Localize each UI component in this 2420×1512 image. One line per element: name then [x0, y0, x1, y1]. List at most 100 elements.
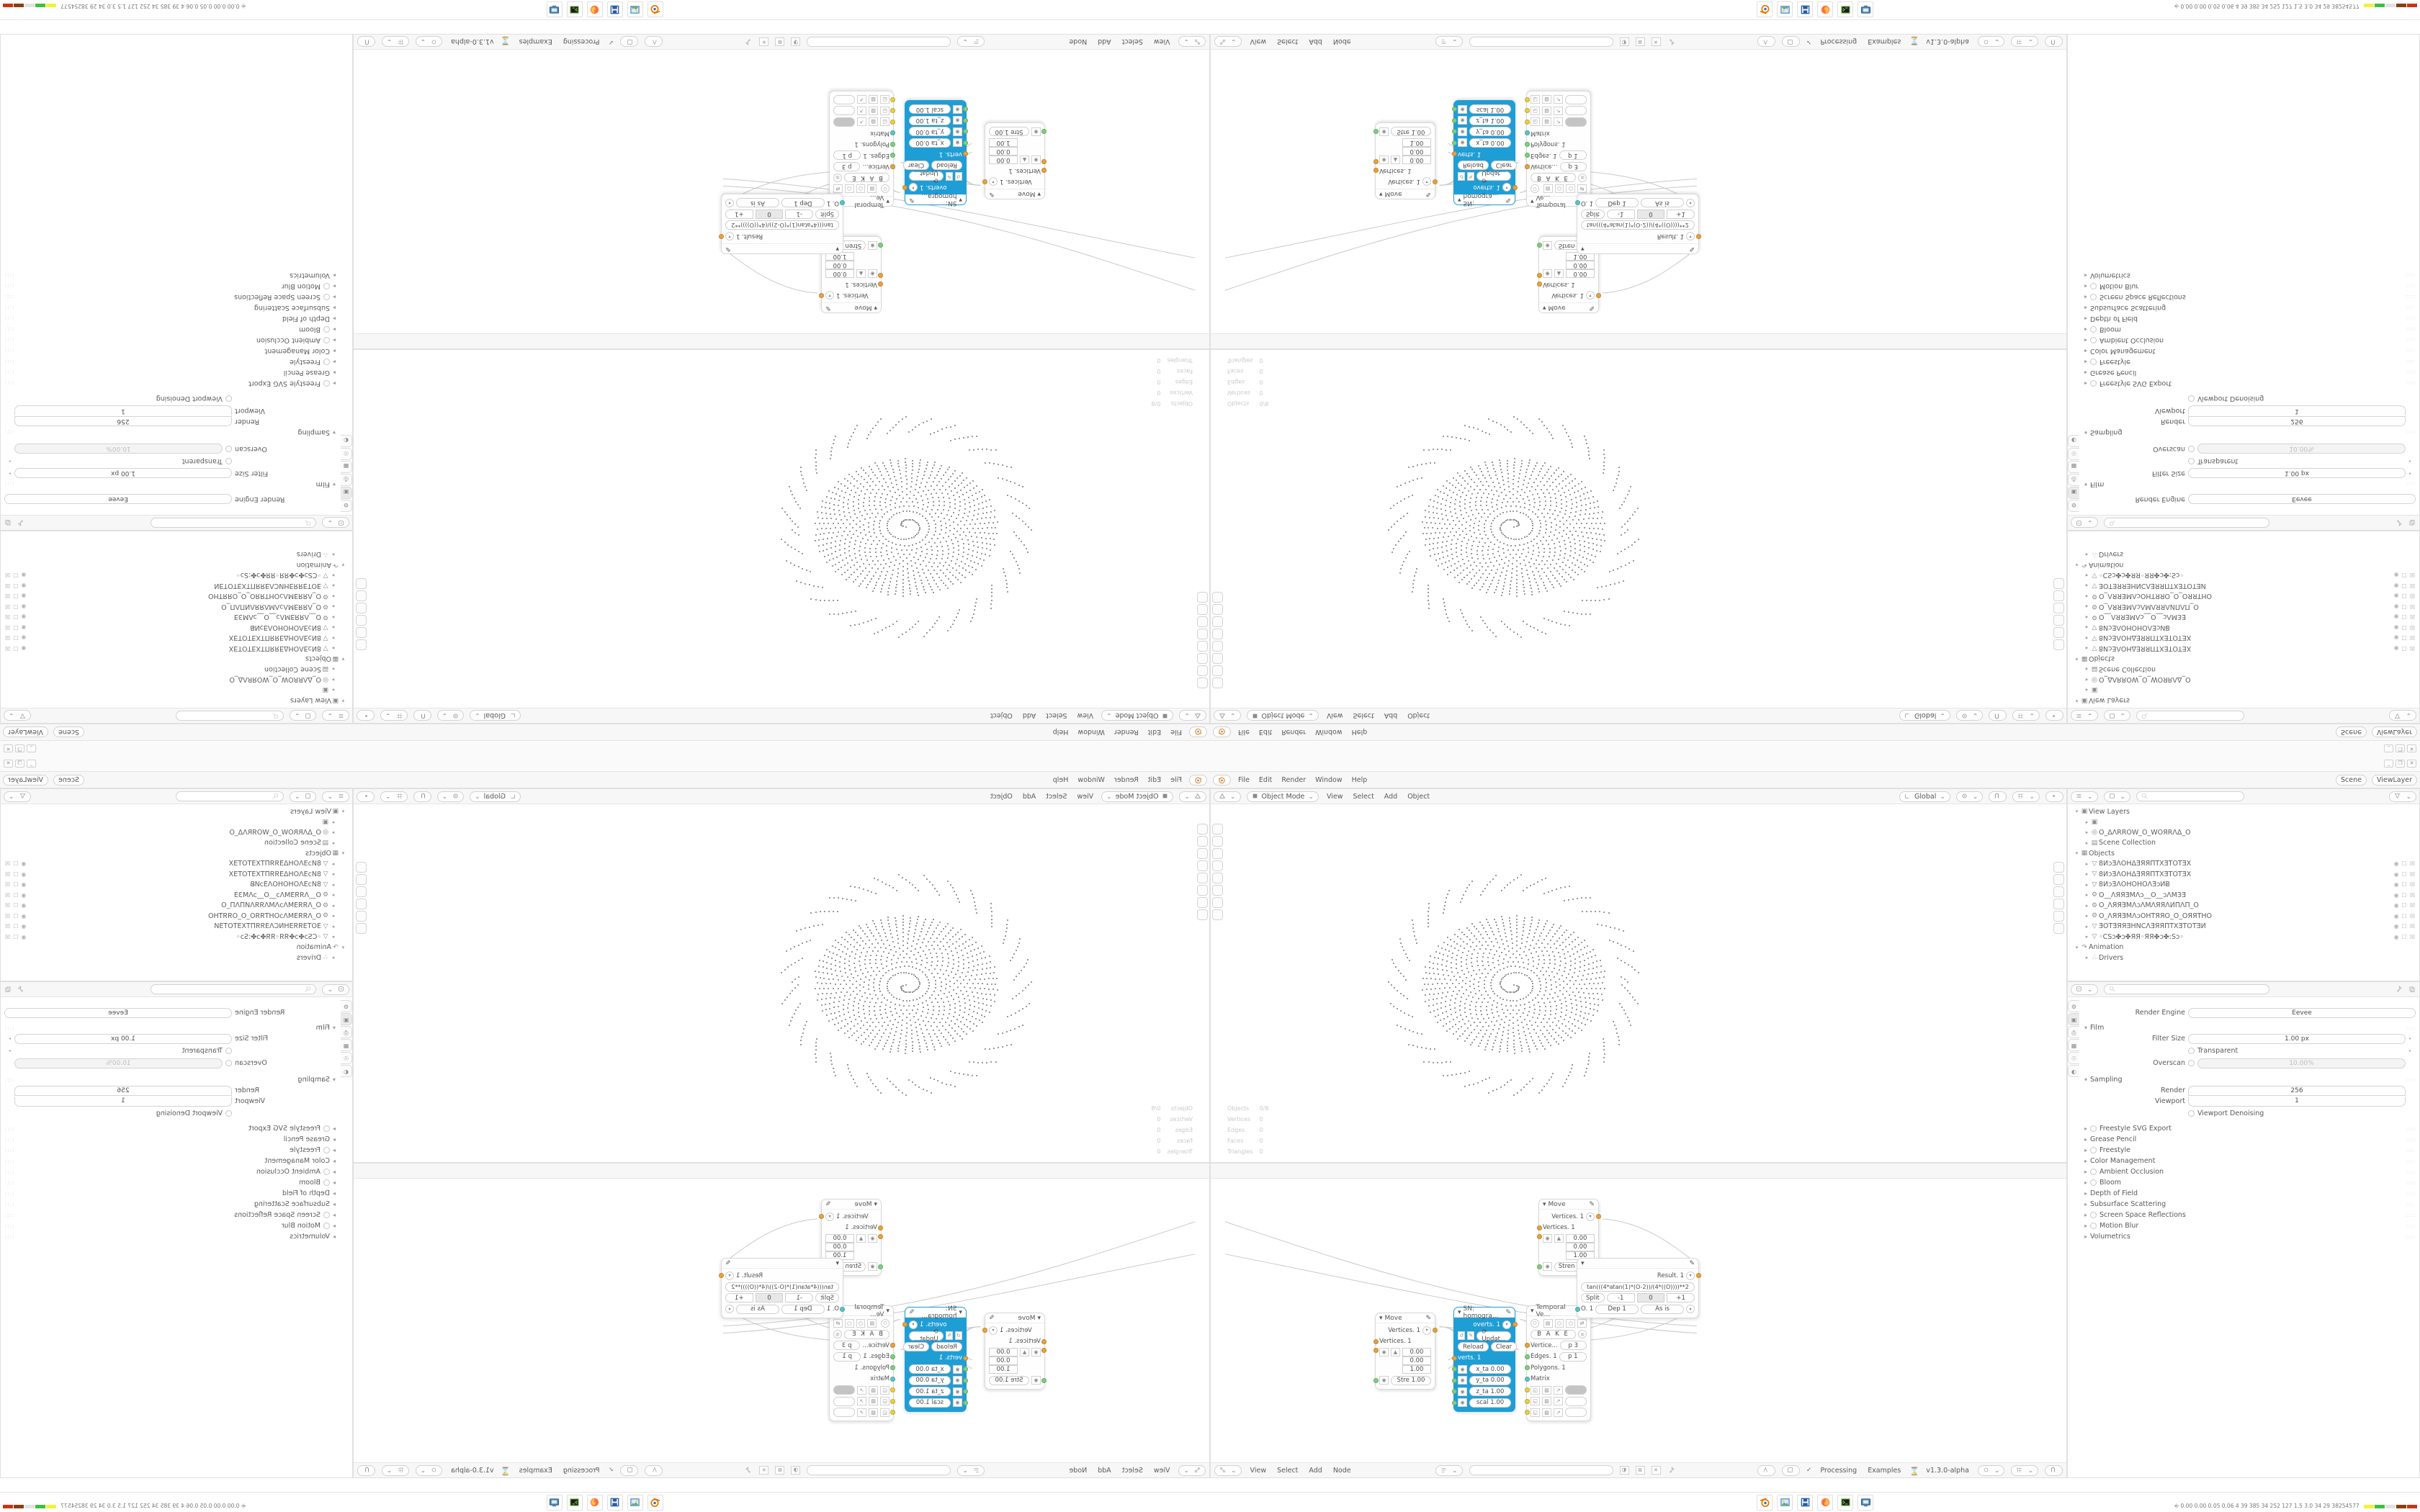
cursor-tool-icon[interactable] [1212, 678, 1223, 688]
ortho-persp-icon[interactable] [356, 899, 367, 909]
animate-icon[interactable]: ◉ [1458, 1387, 1467, 1396]
chevron-down-icon[interactable]: ▾ [2075, 655, 2079, 662]
panel-enable-checkbox[interactable] [323, 283, 330, 289]
node-header[interactable]: ▾ Move ✎ [1539, 302, 1598, 312]
disable-in-viewport-icon[interactable]: ☐ [13, 870, 19, 878]
properties-body[interactable]: Render Engine Eevee ▾ Film :::: Filter S… [2081, 997, 2419, 1477]
menu-help[interactable]: Help [1052, 728, 1069, 737]
visibility-eye-icon[interactable]: ◉ [2393, 593, 2399, 600]
disable-in-viewport-icon[interactable]: ☐ [2401, 634, 2407, 642]
taskbar-blender-icon[interactable] [1757, 1, 1773, 18]
viewlayer-selector[interactable]: ViewLayer [2371, 774, 2417, 786]
disable-in-viewport-icon[interactable]: ☐ [13, 881, 19, 888]
outliner-rows[interactable]: ▾ ▣ View Layers ▸ ▣ ▸ ◎ O_ΔΛRROW_O_WOЯRΛ… [1, 804, 352, 981]
properties-panel-header[interactable]: ▸ Bloom :::: [2084, 1177, 2416, 1188]
outliner-rows[interactable]: ▾ ▣ View Layers ▸ ▣ ▸ ◎ O_ΔΛRROW_O_WOЯRΛ… [2068, 804, 2419, 981]
disable-in-viewport-icon[interactable]: ☐ [2401, 881, 2407, 888]
transparent-row[interactable]: Transparent • [2084, 1045, 2416, 1056]
chevron-right-icon[interactable]: ▸ [2085, 934, 2089, 940]
node-toggle-row[interactable]: ○ ▤ ○ ○ ⇄ [833, 184, 889, 194]
window-minimize-button[interactable]: _ [27, 760, 36, 768]
properties-panel-header[interactable]: ▸ Color Management :::: [2084, 346, 2416, 356]
properties-panel-header[interactable]: ▸ Subsurface Scattering :::: [4, 302, 336, 313]
transparent-checkbox[interactable] [2188, 1048, 2195, 1054]
unlink-icon[interactable]: ✕ [1651, 37, 1661, 46]
color-swatch[interactable] [1565, 117, 1587, 127]
outliner-row[interactable]: ▸ ⚙ O_ΛЯЯƎMΛɔOHTЯЯO_O_OЯЯTHO ◉ ☐ ☒ [2069, 591, 2418, 602]
input-socket[interactable] [1373, 129, 1379, 135]
properties-editor-type-selector[interactable] [322, 517, 349, 528]
node-field[interactable]: x_ta 0.00 [1469, 138, 1511, 148]
node-row[interactable]: ◉ y_ta 0.00 [909, 1375, 969, 1385]
node-move-a[interactable]: ▾ Move ✎ Vertices. 1 ▾ Vertices. 1 [1373, 122, 1438, 199]
split-zero[interactable]: 0 [755, 1293, 784, 1302]
outliner-row[interactable]: ▾ ▣ View Layers [2, 806, 351, 817]
input-socket[interactable] [878, 1225, 884, 1230]
properties-panel-header[interactable]: ▸ Screen Space Reflections :::: [4, 292, 336, 302]
properties-panel-list[interactable]: ▸ Freestyle SVG Export :::: ▸ Grease Pen… [4, 1123, 336, 1242]
input-socket[interactable] [1041, 1348, 1047, 1353]
node-header[interactable]: ▾ ✎ [1577, 1259, 1698, 1269]
disable-in-render-icon[interactable]: ☒ [2409, 870, 2415, 878]
visibility-eye-icon[interactable]: ◉ [2393, 603, 2399, 610]
sampling-viewport-row[interactable]: Viewport 1 [4, 405, 336, 416]
input-socket[interactable] [963, 1389, 969, 1394]
node-body[interactable]: Vertices. 1 ▾ Vertices. 1 ◉ ▲ 0.00 0.00 [1373, 1323, 1438, 1389]
expression-field[interactable]: tan(((4*atan(1)*(O-2))/(4*((O))))**2 [1581, 1282, 1695, 1292]
sampling-section-header[interactable]: ▾ Sampling :::: [2084, 1074, 2416, 1085]
shading-solid-icon[interactable] [356, 578, 367, 589]
disable-in-render-icon[interactable]: ☒ [5, 644, 11, 652]
node-tree-name-input[interactable] [1469, 1465, 1613, 1475]
input-socket[interactable] [1373, 1377, 1379, 1383]
update-button[interactable]: ⟳ Updat... [909, 1328, 944, 1343]
shield-icon[interactable]: 🛡 [791, 37, 801, 46]
measure-tool-icon[interactable] [1197, 909, 1208, 920]
taskbar[interactable] [0, 0, 1210, 20]
disable-in-render-icon[interactable]: ☒ [2409, 613, 2415, 621]
node-row[interactable]: ◉ scal 1.00 [1451, 1398, 1511, 1408]
animate-dot[interactable]: • [8, 1048, 12, 1054]
proportional-editing-toggle[interactable] [2045, 791, 2063, 802]
magnet-toggle[interactable] [2045, 1464, 2063, 1476]
output-socket[interactable] [819, 293, 825, 298]
chevron-right-icon[interactable]: ▸ [331, 613, 335, 620]
node-menu-node[interactable]: Node [1069, 37, 1088, 46]
viewport-menu-add[interactable]: Add [1022, 711, 1036, 720]
shield-icon[interactable]: 🛡 [1619, 1466, 1629, 1475]
chevron-down-icon[interactable]: ▾ [1686, 199, 1695, 207]
chevron-right-icon[interactable]: ▸ [331, 829, 335, 836]
panel-enable-checkbox[interactable] [2090, 337, 2097, 343]
disable-in-render-icon[interactable]: ☒ [5, 572, 11, 579]
taskbar-blender-icon[interactable] [647, 1, 663, 18]
disable-in-render-icon[interactable]: ☒ [5, 860, 11, 868]
window-minimize-button[interactable]: _ [2384, 744, 2393, 752]
bake-options-icon[interactable]: ◎ [833, 174, 842, 182]
disable-in-render-icon[interactable]: ☒ [2409, 912, 2415, 919]
node-body[interactable]: overts. 1 ▾ ↺ ✎ ⟳ Updat... Reload Cl [1451, 1318, 1518, 1411]
taskbar-terminal-icon[interactable] [1837, 1, 1853, 18]
panel-enable-checkbox[interactable] [323, 1179, 330, 1186]
input-socket[interactable] [1524, 153, 1530, 158]
outliner-row[interactable]: ▸ ∴ Drivers [2069, 549, 2418, 560]
input-socket[interactable] [890, 130, 896, 136]
split-plus-one[interactable]: +1 [725, 210, 753, 219]
node-header-icon[interactable]: ✎ [1589, 304, 1595, 312]
output-socket[interactable] [1432, 1328, 1438, 1333]
show-bmesh-icon[interactable]: ▤ [1543, 1318, 1553, 1328]
node-dep-row[interactable]: O. 1 Dep 1 As is ▾ [1574, 198, 1695, 208]
visibility-eye-icon[interactable]: ◉ [2393, 923, 2399, 930]
node-field[interactable]: x_ta 0.00 [909, 1364, 951, 1374]
node-row[interactable]: ◉ x_ta 0.00 [1451, 1364, 1511, 1374]
outliner-editor-type-selector[interactable] [2071, 710, 2098, 721]
panel-enable-checkbox[interactable] [2090, 1179, 2097, 1186]
input-socket[interactable] [963, 129, 969, 135]
chevron-down-icon[interactable]: ▾ [725, 199, 734, 207]
node-header-icon[interactable]: ✎ [1505, 1308, 1511, 1316]
properties-panel-list[interactable]: ▸ Freestyle SVG Export :::: ▸ Grease Pen… [2084, 1123, 2416, 1242]
chevron-down-icon[interactable]: ▾ [341, 944, 345, 950]
output-socket[interactable] [1695, 234, 1701, 239]
node-row[interactable]: ◉ x_ta 0.00 [909, 1364, 969, 1374]
chevron-right-icon[interactable]: ▸ [2085, 819, 2089, 825]
chevron-down-icon[interactable]: ▾ [725, 232, 734, 241]
output-socket[interactable] [982, 1328, 988, 1333]
